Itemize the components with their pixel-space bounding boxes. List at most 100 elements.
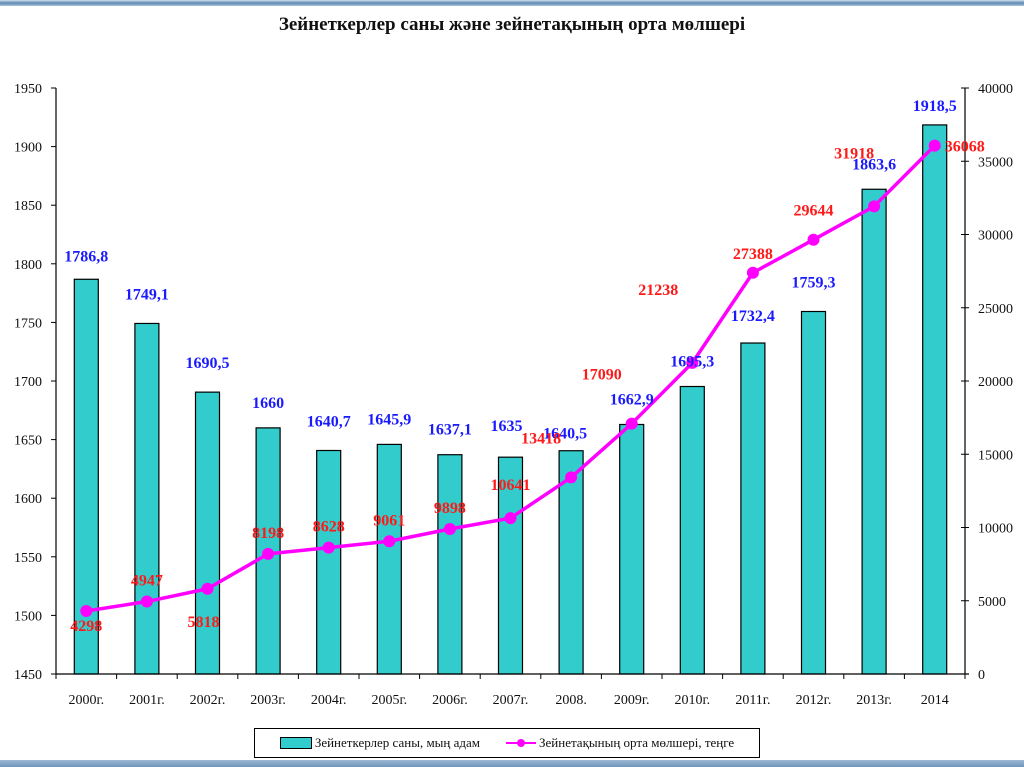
right-tick-label: 40000 [978, 82, 1013, 97]
bar-value-label: 1786,8 [64, 248, 108, 265]
pension-marker-2005г. [383, 535, 396, 548]
left-tick-label: 1650 [14, 434, 42, 449]
bar-value-label: 1863,6 [852, 156, 896, 173]
right-tick-label: 30000 [978, 229, 1013, 244]
bar-value-label: 1640,7 [307, 413, 351, 430]
bar-2004г. [316, 449, 342, 675]
bar-value-label: 1732,4 [731, 308, 775, 325]
bar-2005г. [376, 443, 402, 675]
bar-value-label: 1690,5 [186, 355, 230, 372]
line-value-label: 27388 [733, 246, 773, 263]
bar-value-label: 1640,5 [543, 426, 587, 443]
legend-bar-swatch [279, 737, 312, 749]
left-tick-label: 1700 [14, 375, 42, 390]
legend-line-swatch [506, 738, 536, 748]
pension-marker-2009г. [625, 417, 638, 430]
bar-2002г. [194, 391, 221, 675]
left-tick-label: 1850 [14, 199, 42, 214]
bar-2014 [922, 124, 948, 675]
left-tick-label: 1450 [14, 668, 42, 683]
line-value-label: 4298 [70, 618, 102, 635]
bar-2011г. [740, 342, 766, 675]
line-value-label: 5818 [188, 614, 220, 631]
bar-2013г. [861, 188, 887, 675]
right-tick-label: 25000 [978, 302, 1013, 317]
slide-bottom-border [0, 760, 1024, 767]
line-value-label: 8198 [252, 525, 284, 542]
x-tick-label: 2013г. [856, 693, 892, 708]
line-value-label: 17090 [582, 367, 622, 384]
legend-label-pensioners: Зейнеткерлер саны, мың адам [314, 735, 480, 750]
x-tick-label: 2007г. [493, 693, 529, 708]
left-tick-label: 1900 [14, 141, 42, 156]
legend-item-pension: Зейнетақының орта мөлшері, теңге [506, 735, 734, 751]
line-value-label: 10641 [491, 477, 531, 494]
x-tick-label: 2004г. [311, 693, 347, 708]
line-value-label: 31918 [834, 145, 874, 162]
left-tick-label: 1550 [14, 551, 42, 566]
right-tick-label: 0 [978, 668, 985, 683]
bar-value-label: 1660 [252, 395, 284, 412]
line-value-label: 4947 [131, 573, 163, 590]
line-value-label: 29644 [794, 203, 834, 220]
left-tick-label: 1500 [14, 609, 42, 624]
bar-value-label: 1759,3 [792, 275, 836, 292]
bar-2001г. [134, 322, 160, 675]
x-tick-label: 2008. [555, 693, 587, 708]
bar-2010г. [679, 385, 705, 675]
pension-marker-2011г. [746, 266, 759, 279]
x-tick-label: 2012г. [796, 693, 832, 708]
x-tick-label: 2001г. [129, 693, 165, 708]
chart-legend: Зейнеткерлер саны, мың адам Зейнетақының… [254, 728, 760, 758]
left-tick-label: 1750 [14, 316, 42, 331]
pension-marker-2012г. [807, 233, 820, 246]
line-value-label: 21238 [638, 282, 678, 299]
pension-marker-2000г. [80, 605, 93, 618]
x-tick-label: 2011г. [735, 693, 770, 708]
x-tick-label: 2005г. [371, 693, 407, 708]
pension-marker-2003г. [262, 547, 275, 560]
left-tick-label: 1600 [14, 492, 42, 507]
slide-top-border [0, 0, 1024, 6]
left-tick-label: 1950 [14, 82, 42, 97]
bar-2009г. [619, 423, 645, 675]
bar-2007г. [497, 456, 524, 675]
line-value-label: 8628 [313, 519, 345, 536]
pension-marker-2002г. [201, 582, 214, 595]
right-tick-label: 5000 [978, 595, 1006, 610]
legend-item-pensioners: Зейнеткерлер саны, мың адам [279, 735, 480, 751]
pension-marker-2008. [565, 471, 578, 484]
right-tick-label: 10000 [978, 522, 1013, 537]
x-tick-label: 2003г. [250, 693, 286, 708]
x-tick-label: 2002г. [190, 693, 226, 708]
pension-marker-2006г. [443, 522, 456, 535]
bar-value-label: 1918,5 [913, 98, 957, 115]
pension-marker-2001г. [140, 595, 153, 608]
bar-value-label: 1695,3 [670, 354, 714, 371]
line-value-label: 9061 [373, 512, 405, 529]
bar-value-label: 1637,1 [428, 422, 472, 439]
bar-value-label: 1662,9 [610, 391, 654, 408]
bar-value-label: 1749,1 [125, 286, 169, 303]
line-value-label: 9898 [434, 500, 466, 517]
bar-2008. [558, 450, 584, 675]
x-tick-label: 2014 [921, 693, 949, 708]
x-tick-label: 2009г. [614, 693, 650, 708]
right-tick-label: 15000 [978, 448, 1013, 463]
bar-2012г. [800, 310, 827, 675]
left-tick-label: 1800 [14, 258, 42, 273]
pension-marker-2013г. [868, 200, 881, 213]
x-tick-label: 2006г. [432, 693, 468, 708]
pension-marker-2007г. [504, 512, 517, 525]
pension-marker-2010г. [686, 356, 699, 369]
x-tick-label: 2010г. [674, 693, 710, 708]
bar-value-label: 1635 [491, 418, 523, 435]
bar-value-label: 1645,9 [367, 411, 411, 428]
pension-marker-2004г. [322, 541, 335, 554]
line-value-label: 13418 [521, 430, 561, 447]
chart-title: Зейнеткерлер саны және зейнетақының орта… [278, 14, 746, 35]
bar-2006г. [437, 454, 463, 675]
right-tick-label: 20000 [978, 375, 1013, 390]
right-tick-label: 35000 [978, 155, 1013, 170]
